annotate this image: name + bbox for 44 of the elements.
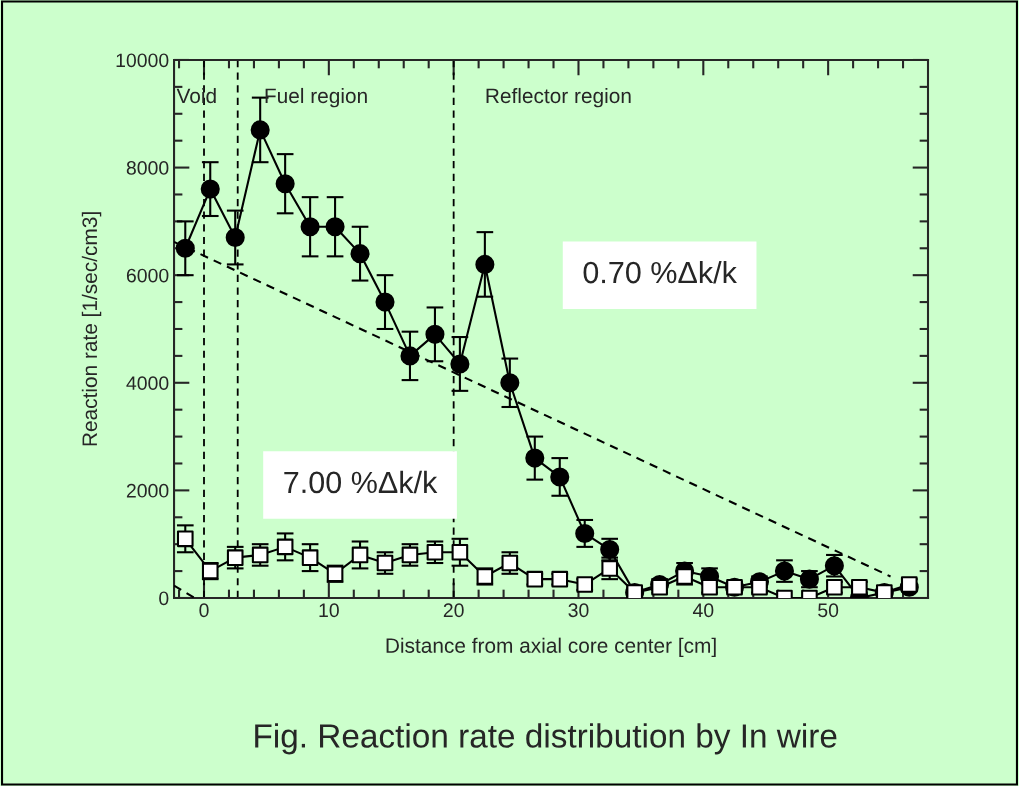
point [275, 174, 295, 194]
y-axis-title: Reaction rate [1/sec/cm3] [81, 212, 102, 446]
point [300, 217, 320, 237]
annotation: Fuel region [265, 87, 367, 108]
point [500, 373, 520, 393]
point [276, 538, 294, 556]
point [576, 576, 594, 593]
point [175, 238, 195, 258]
x-tick-label: 0 [199, 603, 209, 618]
point [550, 467, 570, 487]
y-tick-label: 4000 [126, 376, 169, 391]
point [350, 244, 370, 264]
y-tick-label: 8000 [126, 161, 169, 175]
x-tick-label: 50 [818, 603, 839, 618]
point [301, 549, 319, 566]
x-tick-label: 30 [568, 603, 589, 618]
y-tick-label: 10000 [116, 53, 169, 68]
point [425, 324, 445, 344]
text: Fig. Reaction rate distribution by In wire [255, 723, 837, 755]
point [400, 346, 420, 366]
point [325, 217, 345, 237]
point [375, 292, 395, 312]
text: 0.70 %Δk/k [583, 260, 737, 284]
point [525, 448, 545, 468]
annotation: Void [176, 87, 216, 104]
annotation: Reflector region [486, 87, 631, 108]
point [250, 120, 270, 140]
y-tick-label: 6000 [126, 268, 169, 283]
y-tick-label: 0 [159, 591, 169, 606]
point [351, 546, 369, 564]
point [225, 227, 245, 248]
x-axis-title: Distance from axial core center [cm] [386, 637, 716, 658]
y-tick-label: 2000 [126, 483, 169, 498]
point [176, 530, 194, 548]
point [851, 578, 868, 596]
x-tick-label: 20 [443, 603, 464, 618]
point [200, 179, 220, 199]
series-label: 7.00 %Δk/k [284, 470, 438, 494]
x-tick-label: 40 [692, 603, 714, 618]
x-tick-label: 10 [319, 603, 339, 618]
point [450, 354, 470, 374]
point [451, 543, 469, 561]
point [475, 254, 495, 274]
point [575, 523, 595, 543]
